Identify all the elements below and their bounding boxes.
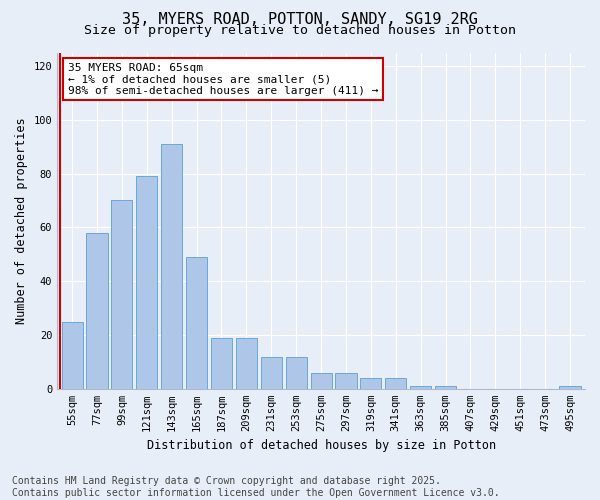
Bar (161, 144, 182, 389)
Y-axis label: Number of detached properties: Number of detached properties (15, 118, 28, 324)
Bar (186, 257, 207, 389)
Bar (136, 176, 157, 389)
Text: 35 MYERS ROAD: 65sqm
← 1% of detached houses are smaller (5)
98% of semi-detache: 35 MYERS ROAD: 65sqm ← 1% of detached ho… (68, 62, 378, 96)
Bar (435, 386, 456, 389)
Bar (311, 372, 332, 389)
Bar (261, 356, 282, 389)
Bar (559, 386, 581, 389)
Bar (112, 200, 133, 389)
Bar (62, 322, 83, 389)
Text: 35, MYERS ROAD, POTTON, SANDY, SG19 2RG: 35, MYERS ROAD, POTTON, SANDY, SG19 2RG (122, 12, 478, 28)
Bar (335, 372, 356, 389)
Text: Size of property relative to detached houses in Potton: Size of property relative to detached ho… (84, 24, 516, 37)
X-axis label: Distribution of detached houses by size in Potton: Distribution of detached houses by size … (146, 440, 496, 452)
Bar (211, 338, 232, 389)
Bar (286, 356, 307, 389)
Bar (360, 378, 382, 389)
Bar (236, 338, 257, 389)
Bar (385, 378, 406, 389)
Bar (86, 233, 107, 389)
Text: Contains HM Land Registry data © Crown copyright and database right 2025.
Contai: Contains HM Land Registry data © Crown c… (12, 476, 500, 498)
Bar (410, 386, 431, 389)
